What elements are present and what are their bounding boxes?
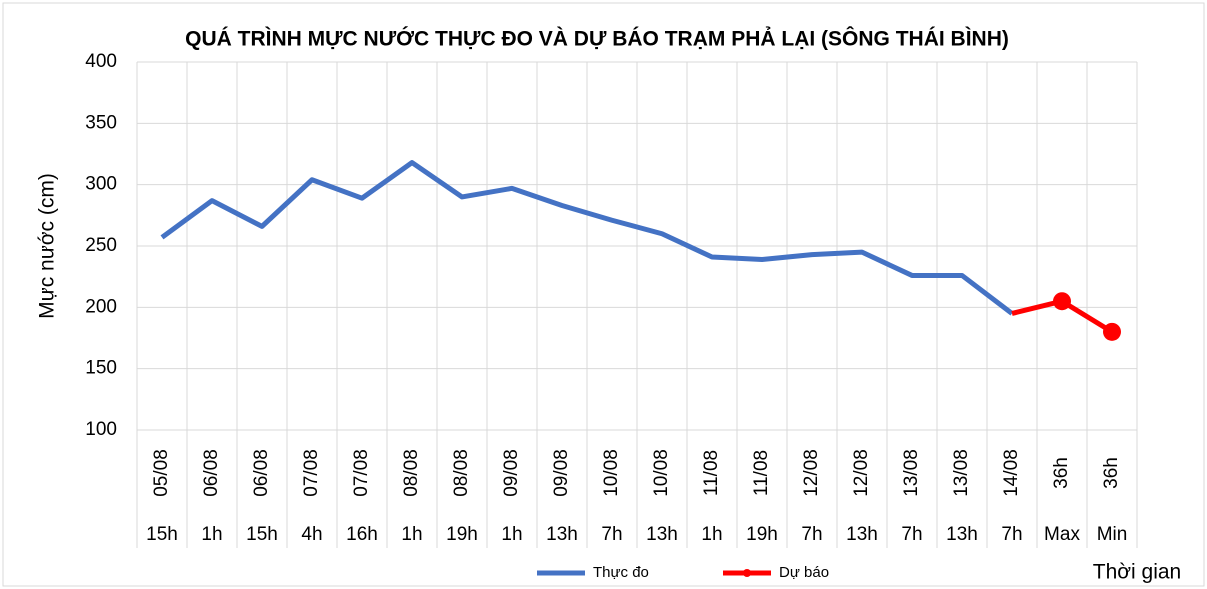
y-tick-label: 400 xyxy=(85,51,117,72)
x-tick-label: 07/08 xyxy=(351,449,372,497)
x-tick-label: 06/08 xyxy=(201,449,222,497)
y-tick-label: 350 xyxy=(85,112,117,133)
y-tick-label: 200 xyxy=(85,296,117,317)
x-tick-label: 1h xyxy=(701,524,722,545)
x-tick-label: 7h xyxy=(901,524,922,545)
x-tick-label: 36h xyxy=(1051,457,1072,489)
x-tick-label: 1h xyxy=(201,524,222,545)
x-tick-label: 07/08 xyxy=(301,449,322,497)
series-marker xyxy=(1103,322,1121,341)
x-axis-title: Thời gian xyxy=(1093,561,1181,584)
x-tick-label: 13h xyxy=(846,524,878,545)
x-tick-label: 15h xyxy=(146,524,178,545)
x-tick-label: 13h xyxy=(546,524,578,545)
legend-label: Dự báo xyxy=(779,564,829,581)
x-tick-label: 09/08 xyxy=(501,449,522,497)
x-tick-label: 08/08 xyxy=(451,449,472,497)
x-tick-label: 06/08 xyxy=(251,449,272,497)
series-line xyxy=(160,160,1014,316)
x-tick-label: 36h xyxy=(1101,457,1122,489)
x-tick-label: 11/08 xyxy=(701,450,722,496)
x-tick-label: 13/08 xyxy=(901,449,922,497)
chart-title: QUÁ TRÌNH MỰC NƯỚC THỰC ĐO VÀ DỰ BÁO TRẠ… xyxy=(185,27,1009,51)
x-tick-label: 13h xyxy=(646,524,678,545)
x-tick-label: 7h xyxy=(1001,524,1022,545)
x-tick-label: 14/08 xyxy=(1001,449,1022,497)
x-tick-label: Min xyxy=(1097,524,1128,545)
x-tick-label: Max xyxy=(1044,524,1080,545)
x-tick-label: 12/08 xyxy=(851,449,872,497)
x-tick-label: 10/08 xyxy=(651,449,672,497)
x-tick-label: 16h xyxy=(346,524,378,545)
y-tick-label: 100 xyxy=(85,419,117,440)
legend-label: Thực đo xyxy=(593,564,649,581)
x-tick-label: 7h xyxy=(801,524,822,545)
x-tick-label: 12/08 xyxy=(801,449,822,497)
x-tick-label: 11/08 xyxy=(751,450,772,496)
x-tick-label: 19h xyxy=(446,524,478,545)
x-tick-label: 08/08 xyxy=(401,449,422,497)
series-marker xyxy=(1053,292,1071,311)
x-tick-label: 15h xyxy=(246,524,278,545)
y-axis-title: Mực nước (cm) xyxy=(36,173,59,319)
x-tick-label: 19h xyxy=(746,524,778,545)
x-tick-label: 7h xyxy=(601,524,622,545)
x-tick-label: 1h xyxy=(401,524,422,545)
x-tick-label: 4h xyxy=(301,524,322,545)
x-tick-label: 13h xyxy=(946,524,978,545)
legend-marker xyxy=(743,569,751,577)
x-tick-label: 09/08 xyxy=(551,449,572,497)
y-tick-label: 150 xyxy=(85,358,117,379)
x-tick-label: 13/08 xyxy=(951,449,972,497)
x-tick-label: 05/08 xyxy=(151,449,172,497)
y-tick-label: 300 xyxy=(85,174,117,195)
x-tick-label: 1h xyxy=(501,524,522,545)
y-tick-label: 250 xyxy=(85,235,117,256)
x-tick-label: 10/08 xyxy=(601,449,622,497)
